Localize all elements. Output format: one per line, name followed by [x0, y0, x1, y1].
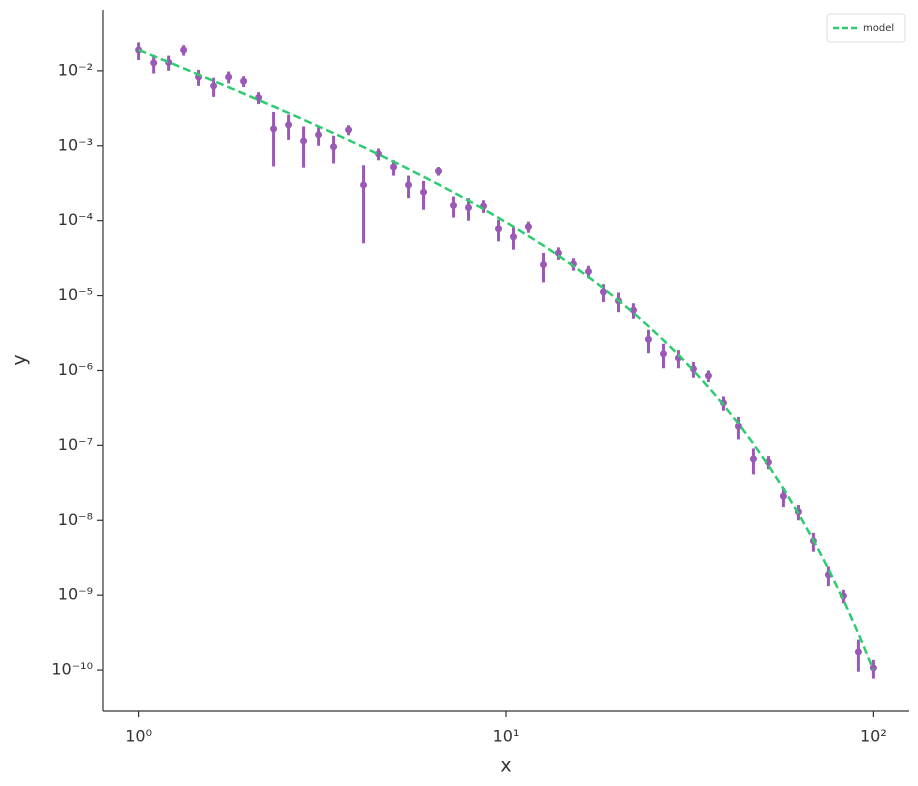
data-point [779, 492, 787, 500]
data-point [869, 664, 877, 672]
data-point [524, 223, 532, 231]
data-point [390, 163, 398, 171]
legend-label: model [863, 23, 894, 34]
y-tick-label: 10⁻⁸ [58, 510, 93, 529]
data-point [150, 59, 158, 67]
data-point [300, 137, 308, 145]
y-tick-label: 10⁻³ [58, 135, 93, 154]
data-point [435, 167, 443, 175]
data-point [255, 94, 263, 102]
y-tick-label: 10⁻⁵ [58, 285, 93, 304]
data-point [540, 260, 548, 268]
data-point [240, 77, 248, 85]
y-tick-label: 10⁻¹⁰ [51, 660, 93, 679]
data-point [659, 350, 667, 358]
y-tick-label: 10⁻⁹ [58, 585, 93, 604]
y-axis-label: y [9, 354, 31, 365]
data-point [749, 455, 757, 463]
data-point [405, 181, 413, 189]
x-axis-label: x [500, 755, 511, 777]
data-point [764, 458, 772, 466]
data-point [225, 73, 233, 81]
data-point [180, 46, 188, 54]
data-point [854, 648, 862, 656]
data-point [330, 143, 338, 151]
data-point [584, 267, 592, 275]
data-point [599, 288, 607, 296]
data-point [315, 131, 323, 139]
data-point [644, 335, 652, 343]
data-point [495, 225, 503, 233]
x-tick-label: 10¹ [493, 727, 520, 746]
data-point [210, 82, 218, 90]
data-point [270, 125, 278, 133]
y-tick-label: 10⁻² [58, 60, 93, 79]
data-point [345, 126, 353, 134]
y-tick-label: 10⁻⁴ [58, 210, 93, 229]
data-point [285, 121, 293, 129]
data-point [450, 201, 458, 209]
data-point [509, 233, 517, 241]
y-tick-label: 10⁻⁶ [58, 360, 93, 379]
x-tick-label: 10⁰ [125, 727, 152, 746]
data-point [420, 188, 428, 196]
data-point [704, 372, 712, 380]
x-tick-label: 10² [860, 727, 887, 746]
data-point [629, 306, 637, 314]
legend-box [826, 13, 906, 43]
data-point [465, 203, 473, 211]
y-tick-label: 10⁻⁷ [58, 435, 93, 454]
data-point [554, 249, 562, 257]
data-point [360, 181, 368, 189]
model-line [138, 48, 875, 671]
